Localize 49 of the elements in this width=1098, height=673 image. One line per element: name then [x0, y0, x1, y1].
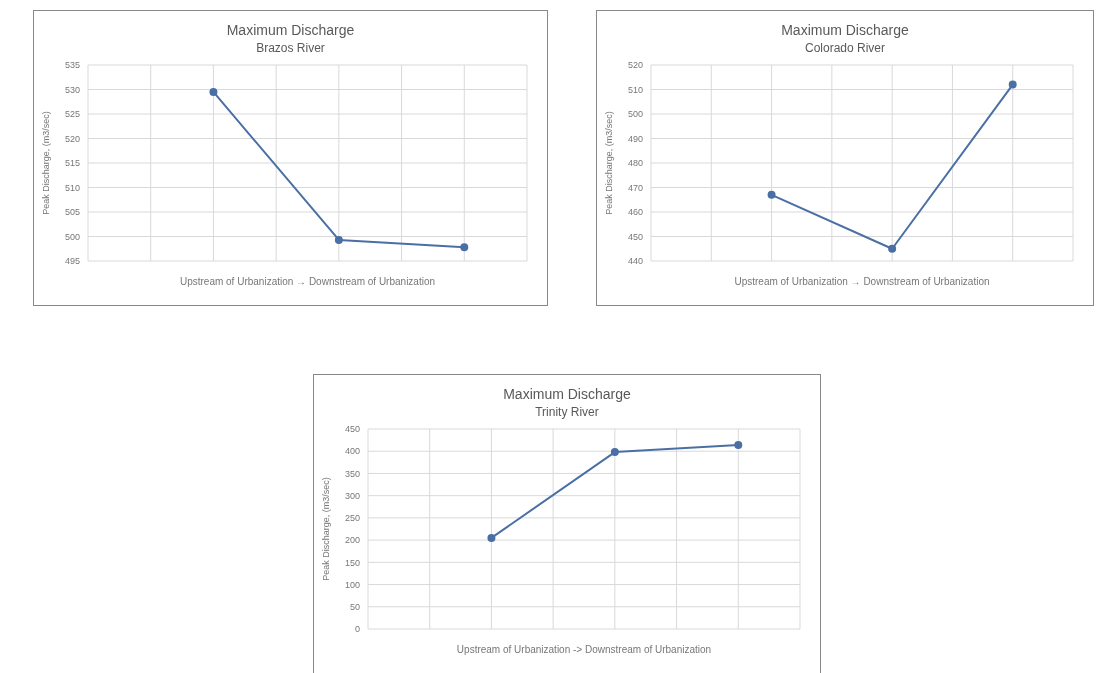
- y-tick-label: 50: [349, 601, 360, 612]
- y-tick-label: 300: [344, 490, 360, 501]
- point: [460, 243, 469, 252]
- point: [1008, 80, 1017, 89]
- y-tick-label: 500: [627, 109, 643, 120]
- y-tick-label: 200: [344, 535, 360, 546]
- point: [767, 190, 776, 199]
- y-tick-label: 535: [64, 60, 80, 71]
- y-tick-label: 450: [627, 231, 643, 242]
- y-axis-title: Peak Discharge, (m3/sec): [321, 477, 332, 581]
- y-tick-label: 525: [64, 109, 80, 120]
- y-tick-label: 250: [344, 513, 360, 524]
- y-tick-label: 510: [627, 84, 643, 95]
- y-tick-label: 470: [627, 182, 643, 193]
- point: [334, 235, 343, 244]
- chart-subtitle: Colorado River: [803, 40, 886, 57]
- point: [888, 244, 897, 253]
- y-tick-label: 515: [64, 158, 80, 169]
- y-tick-label: 520: [64, 133, 80, 144]
- x-axis-title: Upstream of Urbanization → Downstream of Urbanization: [734, 276, 990, 287]
- y-tick-label: 400: [344, 446, 360, 457]
- x-axis-title: Upstream of Urbanization → Downstream of Urbanization: [179, 276, 436, 287]
- y-tick-label: 490: [627, 133, 643, 144]
- chart-title: Maximum Discharge: [780, 21, 910, 39]
- chart-subtitle: Trinity River: [534, 404, 600, 421]
- y-tick-label: 505: [64, 207, 80, 218]
- y-tick-label: 480: [627, 158, 643, 169]
- y-tick-label: 100: [344, 579, 360, 590]
- y-tick-label: 520: [627, 60, 643, 71]
- y-tick-label: 460: [627, 207, 643, 218]
- y-tick-label: 450: [344, 424, 360, 435]
- point: [209, 87, 218, 96]
- chart-title: Maximum Discharge: [225, 21, 356, 39]
- y-axis-title: Peak Discharge, (m3/sec): [604, 111, 615, 215]
- chart-title: Maximum Discharge: [502, 385, 632, 403]
- y-tick-label: 510: [64, 182, 80, 193]
- y-tick-label: 350: [344, 468, 360, 479]
- y-tick-label: 500: [64, 231, 80, 242]
- point: [734, 441, 743, 449]
- y-tick-label: 440: [627, 256, 643, 267]
- point: [487, 533, 496, 542]
- y-axis-title: Peak Discharge, (m3/sec): [41, 111, 52, 215]
- y-tick-label: 150: [344, 557, 360, 568]
- x-axis-title: Upstream of Urbanization -> Downstream of Urbanization: [456, 644, 712, 655]
- chart-subtitle: Brazos River: [255, 40, 326, 57]
- point: [610, 448, 619, 457]
- y-tick-label: 495: [64, 256, 80, 267]
- y-tick-label: 0: [354, 624, 360, 635]
- y-tick-label: 530: [64, 84, 80, 95]
